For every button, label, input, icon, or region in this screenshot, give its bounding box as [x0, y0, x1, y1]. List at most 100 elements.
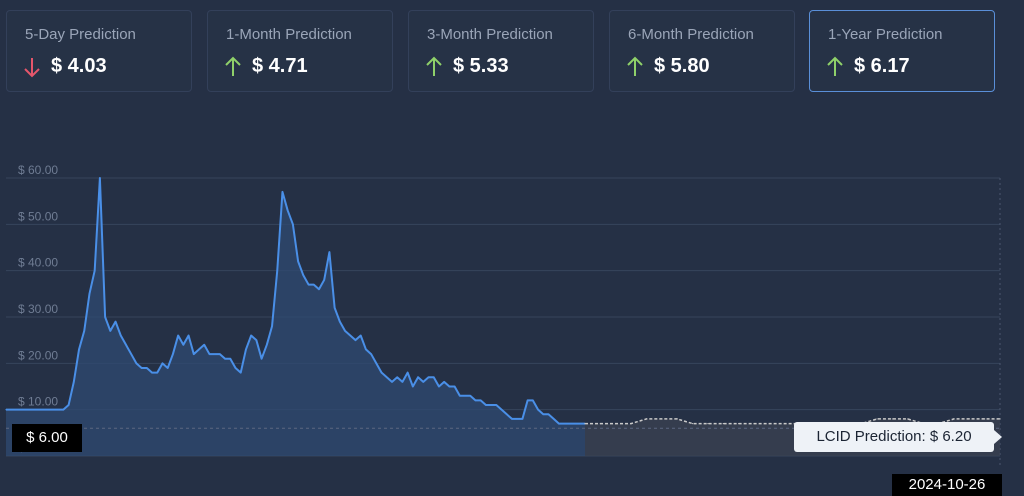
history-point	[245, 348, 247, 351]
card-value: $ 5.33	[453, 55, 509, 77]
history-point	[67, 404, 70, 406]
history-point	[521, 418, 524, 420]
history-point	[182, 344, 184, 346]
history-point	[365, 348, 367, 351]
history-point	[78, 348, 80, 351]
history-point	[407, 372, 409, 374]
history-point	[427, 376, 430, 378]
history-point	[125, 344, 127, 346]
arrow-up-icon	[426, 56, 442, 76]
history-point	[198, 348, 200, 351]
history-point	[281, 191, 284, 193]
history-point	[396, 376, 398, 378]
history-point	[380, 372, 383, 374]
history-point	[453, 385, 456, 388]
history-point	[532, 399, 534, 401]
history-point	[31, 409, 33, 411]
history-point	[360, 334, 362, 337]
prediction-point	[630, 422, 632, 425]
history-point	[21, 409, 23, 411]
history-point	[401, 381, 404, 383]
history-point	[485, 404, 487, 406]
history-point	[318, 288, 320, 290]
prediction-point	[784, 422, 786, 425]
history-point	[94, 270, 96, 272]
history-point	[47, 409, 49, 411]
history-point	[156, 372, 158, 374]
history-point	[161, 362, 164, 364]
history-point	[386, 376, 388, 378]
prediction-point	[722, 422, 724, 425]
history-point	[219, 353, 221, 355]
history-point	[36, 409, 38, 411]
history-point	[271, 325, 273, 327]
prediction-point	[599, 422, 601, 425]
history-point	[255, 339, 257, 341]
prediction-point	[876, 418, 878, 420]
card-label: 6-Month Prediction	[628, 26, 754, 43]
card-3-month[interactable]: 3-Month Prediction $ 5.33	[408, 10, 594, 92]
history-point	[260, 358, 263, 360]
history-point	[177, 334, 179, 337]
prediction-tooltip: LCID Prediction: $ 6.20	[794, 422, 1002, 452]
history-point	[412, 385, 414, 388]
history-point	[573, 422, 576, 425]
card-value: $ 4.71	[252, 55, 308, 77]
card-label: 3-Month Prediction	[427, 26, 553, 43]
history-point	[474, 399, 477, 401]
card-6-month[interactable]: 6-Month Prediction $ 5.80	[609, 10, 795, 92]
prediction-point	[661, 418, 663, 420]
history-point	[553, 418, 555, 420]
history-point	[527, 399, 529, 401]
y-tick-label: $ 20.00	[18, 348, 58, 362]
card-1-month[interactable]: 1-Month Prediction $ 4.71	[207, 10, 393, 92]
arrow-up-icon	[827, 56, 843, 76]
y-tick-label: $ 10.00	[18, 395, 58, 409]
history-point	[167, 367, 169, 369]
prediction-point	[707, 422, 709, 425]
history-point	[339, 321, 341, 323]
history-point	[459, 395, 461, 397]
history-point	[62, 409, 64, 411]
history-point	[464, 395, 466, 397]
history-point	[10, 409, 12, 411]
history-point	[109, 330, 111, 332]
history-point	[422, 381, 424, 383]
history-point	[57, 409, 59, 411]
prediction-point	[738, 422, 740, 425]
history-point	[516, 418, 518, 420]
history-point	[234, 367, 237, 369]
history-point	[266, 344, 268, 346]
history-point	[130, 353, 132, 355]
history-point	[490, 404, 492, 406]
history-point	[354, 339, 357, 341]
history-point	[469, 395, 471, 397]
history-point	[240, 372, 242, 374]
history-point	[26, 409, 28, 411]
history-point	[443, 381, 445, 383]
history-point	[302, 274, 304, 276]
y-tick-label: $ 30.00	[18, 302, 58, 316]
history-point	[568, 422, 570, 425]
history-point	[250, 334, 252, 337]
arrow-down-icon	[24, 57, 40, 77]
history-point	[193, 353, 195, 355]
prediction-point	[984, 418, 986, 420]
card-5-day[interactable]: 5-Day Prediction $ 4.03	[6, 10, 192, 92]
prediction-point	[615, 422, 617, 425]
history-point	[375, 362, 377, 364]
history-point	[323, 279, 325, 281]
history-point	[537, 409, 539, 411]
history-point	[83, 330, 85, 332]
date-label: 2024-10-26	[892, 474, 1002, 496]
history-point	[480, 399, 482, 401]
card-1-year[interactable]: 1-Year Prediction $ 6.17	[809, 10, 995, 92]
history-point	[73, 381, 75, 383]
history-point	[542, 413, 544, 415]
prediction-point	[768, 422, 771, 425]
history-point	[313, 283, 315, 286]
history-point	[114, 321, 117, 323]
arrow-up-icon	[627, 56, 643, 76]
history-point	[88, 293, 91, 295]
history-point	[547, 413, 550, 415]
